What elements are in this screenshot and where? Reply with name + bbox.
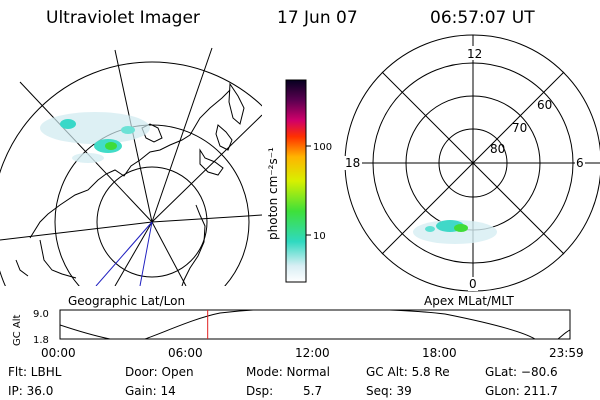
time-label: 06:57:07 UT	[430, 8, 535, 28]
meridian-line	[151, 114, 262, 223]
emission-blob	[413, 220, 497, 244]
info-dsp-value: 5.7	[303, 384, 323, 398]
altitude-xtick: 06:00	[168, 346, 203, 360]
altitude-frame	[59, 309, 571, 340]
label-backdrop	[344, 156, 362, 170]
emission-blob	[105, 142, 117, 150]
colorbar: 100 10 photon cm⁻²s⁻¹	[266, 79, 332, 283]
info-flt: Flt: LBHL	[8, 365, 62, 379]
meridian-line	[151, 47, 213, 223]
coastline	[199, 148, 224, 176]
info-ip: IP: 36.0	[8, 384, 54, 398]
emission-blob	[454, 224, 468, 232]
colorbar-tick-label: 100	[313, 142, 332, 153]
meridian-line	[0, 221, 153, 241]
altitude-xtick: 18:00	[422, 346, 457, 360]
info-glat: GLat: −80.6	[485, 365, 558, 379]
mlt-label-12: 12	[467, 47, 482, 61]
lat-circle-inner	[96, 166, 208, 278]
colorbar-gradient	[285, 79, 307, 283]
meridian-line	[114, 221, 153, 286]
info-door: Door: Open	[125, 365, 194, 379]
emission-blob	[72, 153, 104, 163]
mlt-label-18: 18	[345, 156, 360, 170]
colorbar-tick-label: 10	[313, 231, 326, 242]
coastline	[15, 259, 29, 277]
coastline	[228, 82, 245, 125]
meridian-line	[19, 81, 153, 223]
altitude-ymax: 9.0	[33, 309, 49, 320]
label-backdrop	[467, 46, 480, 60]
lat-label-60: 60	[537, 98, 552, 112]
coastline	[215, 124, 233, 151]
emission-blob	[425, 226, 435, 232]
emission-blob	[60, 119, 76, 129]
nadir-line	[139, 221, 153, 286]
coastline	[29, 89, 231, 239]
info-glon: GLon: 211.7	[485, 384, 558, 398]
mlt-label-6: 6	[576, 156, 584, 170]
polar-plot	[344, 34, 600, 292]
label-backdrop	[575, 156, 585, 170]
coastline	[141, 123, 163, 143]
emission-blob	[121, 126, 135, 134]
polar-axis-diagonal	[381, 71, 565, 255]
info-seq: Seq: 39	[366, 384, 412, 398]
info-dsp: Dsp:	[246, 384, 274, 398]
meridian-line	[151, 221, 187, 286]
info-gain: Gain: 14	[125, 384, 176, 398]
colorbar-unit-label: photon cm⁻²s⁻¹	[266, 147, 280, 240]
meridian-line	[151, 214, 262, 223]
aurora-emission-polar	[413, 220, 497, 244]
coastline	[181, 204, 206, 286]
polar-caption: Apex MLat/MLT	[424, 294, 514, 308]
label-backdrop	[468, 277, 478, 291]
altitude-xtick: 12:00	[295, 346, 330, 360]
aurora-emission-geo	[40, 112, 150, 163]
altitude-curve	[60, 310, 570, 339]
altitude-xtick: 00:00	[41, 346, 76, 360]
coastline	[39, 239, 77, 279]
geo-caption: Geographic Lat/Lon	[68, 294, 185, 308]
app-title: Ultraviolet Imager	[46, 8, 200, 28]
info-gcalt: GC Alt: 5.8 Re	[366, 365, 450, 379]
lat-circle-outer	[0, 61, 262, 286]
geographic-map	[0, 47, 262, 286]
altitude-xtick: 23:59	[549, 346, 584, 360]
info-mode: Mode: Normal	[246, 365, 330, 379]
altitude-ymin: 1.8	[33, 335, 49, 346]
altitude-ylabel: GC Alt	[12, 314, 23, 346]
date-label: 17 Jun 07	[277, 8, 358, 28]
nadir-line	[95, 221, 153, 286]
altitude-plot: GC Alt 9.0 1.8 00:00 06:00 12:00 18:00 2…	[12, 309, 584, 360]
mlt-label-0: 0	[469, 277, 477, 291]
lat-label-80: 80	[490, 142, 505, 156]
lat-label-70: 70	[512, 121, 527, 135]
